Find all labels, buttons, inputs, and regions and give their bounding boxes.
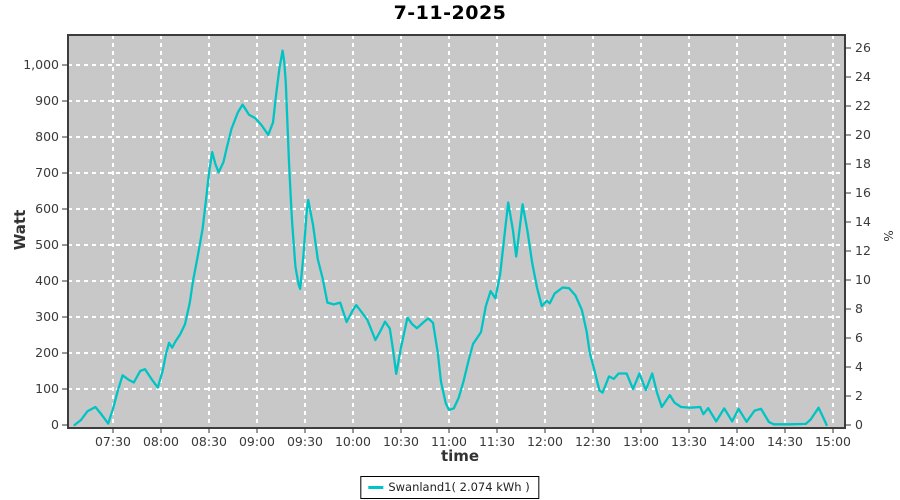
y-right-tick-label: 10 [855, 272, 871, 287]
y-left-tick-label: 100 [35, 381, 59, 396]
axis-tick-labels: 07:30 08:00 08:30 09:00 09:30 10:00 10:30 11:00… [23, 40, 871, 449]
y-left-tick-label: 1,000 [23, 57, 59, 72]
y-right-tick-label: 26 [855, 40, 871, 55]
legend: Swanland1( 2.074 kWh ) [360, 476, 540, 499]
x-tick-label: 09:30 [287, 434, 323, 449]
y-left-tick-label: 300 [35, 309, 59, 324]
x-tick-label: 15:00 [815, 434, 851, 449]
y-right-tick-label: 22 [855, 98, 871, 113]
plot-background [68, 35, 845, 428]
y-axis-title-right: % [881, 230, 895, 241]
x-axis-title: time [441, 447, 479, 465]
x-tick-label: 13:30 [671, 434, 707, 449]
curve-layer [73, 49, 828, 427]
x-tick-label: 10:30 [383, 434, 419, 449]
legend-line-swatch [368, 485, 384, 489]
y-right-tick-label: 12 [855, 243, 871, 258]
y-left-tick-label: 0 [51, 417, 59, 432]
x-tick-label: 12:00 [527, 434, 563, 449]
x-tick-label: 07:30 [95, 434, 131, 449]
chart-title: 7-11-2025 [393, 2, 507, 24]
x-tick-label: 08:00 [143, 434, 179, 449]
x-tick-label: 13:00 [623, 434, 659, 449]
x-tick-label: 08:30 [191, 434, 227, 449]
y-right-tick-label: 6 [855, 330, 863, 345]
axis-ticks [62, 47, 851, 433]
x-tick-label: 12:30 [575, 434, 611, 449]
y-right-tick-label: 4 [855, 359, 863, 374]
y-left-tick-label: 500 [35, 237, 59, 252]
y-right-tick-label: 24 [855, 69, 871, 84]
y-right-tick-label: 18 [855, 156, 871, 171]
y-left-tick-label: 600 [35, 201, 59, 216]
y-right-tick-label: 20 [855, 127, 871, 142]
y-right-tick-label: 2 [855, 388, 863, 403]
y-left-tick-label: 700 [35, 165, 59, 180]
y-right-tick-label: 0 [855, 417, 863, 432]
x-tick-label: 10:00 [335, 434, 371, 449]
y-right-tick-label: 8 [855, 301, 863, 316]
y-left-tick-label: 800 [35, 129, 59, 144]
x-tick-label: 14:00 [719, 434, 755, 449]
gridlines [68, 35, 845, 428]
y-left-tick-label: 900 [35, 93, 59, 108]
y-left-tick-label: 200 [35, 345, 59, 360]
y-left-tick-label: 400 [35, 273, 59, 288]
x-tick-label: 11:30 [479, 434, 515, 449]
y-axis-title-left: Watt [11, 210, 29, 250]
y-right-tick-label: 14 [855, 214, 871, 229]
x-tick-label: 11:00 [431, 434, 467, 449]
y-right-tick-label: 16 [855, 185, 871, 200]
plot-border [67, 34, 846, 429]
power-curve [73, 49, 828, 427]
x-tick-label: 09:00 [239, 434, 275, 449]
legend-label: Swanland1( 2.074 kWh ) [388, 480, 530, 494]
x-tick-label: 14:30 [767, 434, 803, 449]
